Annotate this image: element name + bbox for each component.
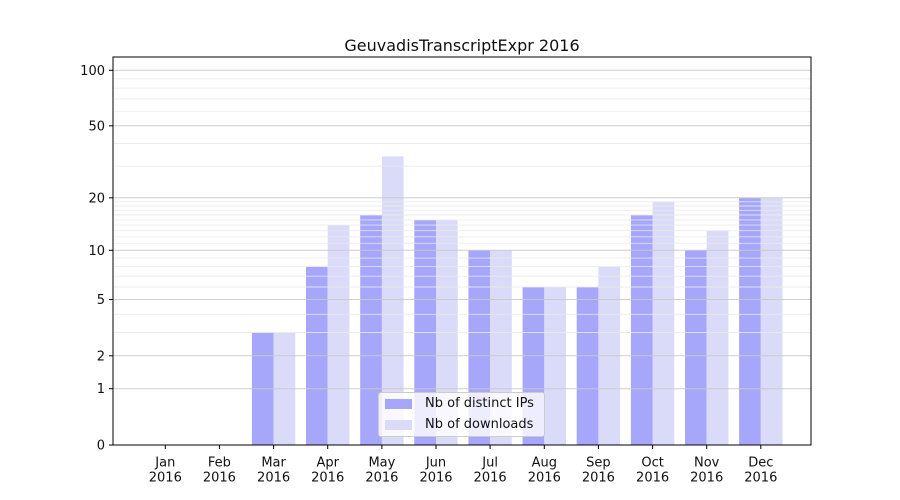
legend-entry-downloads: Nb of downloads — [385, 418, 536, 432]
bar-nb-of-downloads-nov — [706, 230, 729, 445]
x-tick-label-year-jan: 2016 — [149, 471, 182, 486]
chart-title: GeuvadisTranscriptExpr 2016 — [344, 36, 580, 55]
bar-nb-of-distinct-ips-dec — [739, 197, 761, 445]
bar-nb-of-distinct-ips-nov — [685, 250, 707, 445]
bar-nb-of-downloads-apr — [327, 225, 350, 445]
x-tick-label-year-jul: 2016 — [474, 471, 507, 486]
bar-nb-of-downloads-aug — [544, 287, 566, 445]
x-tick-label-year-sep: 2016 — [582, 471, 615, 486]
x-tick-label-month-mar: Mar — [261, 456, 286, 471]
y-tick-label-5: 5 — [97, 293, 105, 308]
x-tick-label-month-feb: Feb — [208, 456, 231, 471]
legend-label-downloads: Nb of downloads — [425, 417, 534, 432]
x-tick-label-year-aug: 2016 — [528, 471, 561, 486]
x-tick-label-month-aug: Aug — [532, 456, 557, 471]
y-tick-label-50: 50 — [88, 119, 105, 134]
x-tick-label-month-oct: Oct — [641, 456, 663, 471]
x-tick-label-year-dec: 2016 — [744, 471, 777, 486]
legend-entry-distinct-ips: Nb of distinct IPs — [385, 397, 536, 411]
x-tick-label-month-apr: Apr — [316, 456, 339, 471]
bar-nb-of-distinct-ips-oct — [630, 215, 653, 445]
x-tick-label-year-mar: 2016 — [257, 471, 290, 486]
x-tick-label-month-dec: Dec — [748, 456, 773, 471]
plot-border — [112, 56, 812, 446]
x-tick-label-month-jan: Jan — [154, 456, 175, 471]
x-tick-label-year-feb: 2016 — [203, 471, 236, 486]
x-tick-label-month-jul: Jul — [481, 456, 498, 471]
x-tick-label-year-oct: 2016 — [636, 471, 669, 486]
x-tick-label-month-may: May — [368, 456, 395, 471]
x-tick-label-month-sep: Sep — [586, 456, 611, 471]
y-tick-label-10: 10 — [88, 244, 105, 259]
y-tick-label-2: 2 — [97, 349, 105, 364]
x-tick-label-year-apr: 2016 — [311, 471, 344, 486]
legend-swatch-distinct-ips — [385, 398, 412, 410]
legend-label-distinct-ips: Nb of distinct IPs — [425, 396, 534, 411]
y-tick-label-100: 100 — [80, 64, 105, 79]
bar-nb-of-downloads-dec — [760, 197, 783, 445]
x-tick-label-year-nov: 2016 — [690, 471, 723, 486]
x-tick-label-month-nov: Nov — [694, 456, 720, 471]
x-tick-label-year-jun: 2016 — [419, 471, 452, 486]
x-tick-label-month-jun: Jun — [425, 456, 446, 471]
legend-swatch-downloads — [385, 419, 412, 431]
bar-nb-of-downloads-may — [381, 156, 404, 445]
bar-nb-of-distinct-ips-may — [360, 215, 382, 445]
y-tick-label-20: 20 — [88, 191, 105, 206]
y-tick-label-1: 1 — [97, 382, 105, 397]
y-tick-label-0: 0 — [97, 439, 105, 454]
bar-nb-of-distinct-ips-sep — [576, 287, 599, 445]
x-tick-label-year-may: 2016 — [365, 471, 398, 486]
legend: Nb of distinct IPs Nb of downloads — [378, 392, 545, 437]
bar-nb-of-downloads-oct — [652, 201, 675, 445]
